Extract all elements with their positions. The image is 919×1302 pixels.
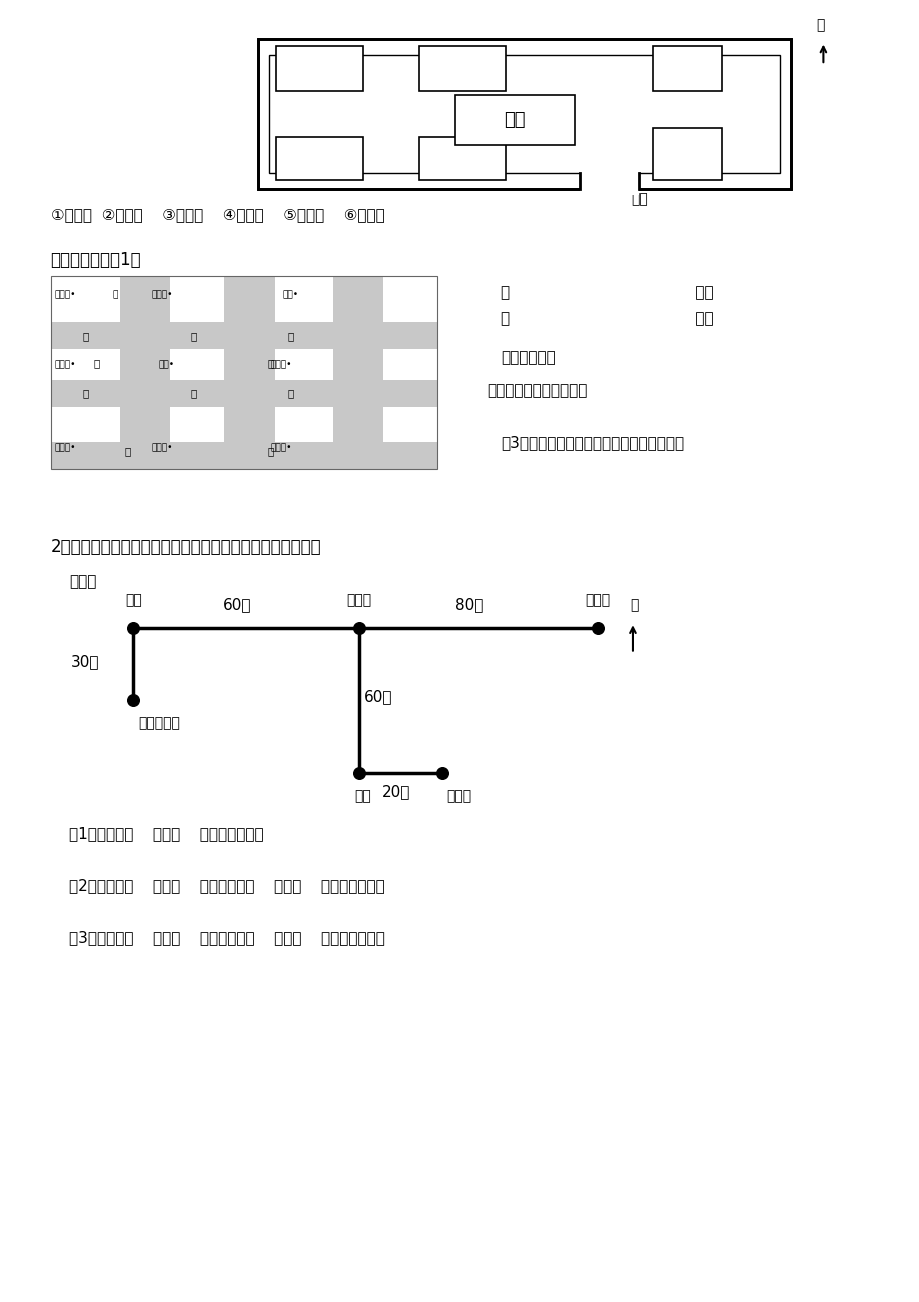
Text: 京: 京: [190, 388, 197, 398]
Bar: [51, 276, 437, 469]
Text: 超市•: 超市•: [159, 361, 175, 370]
Text: （3）皮皮向（    ）走（    ）米，再向（    ）走（    ）米到电影院。: （3）皮皮向（ ）走（ ）米，再向（ ）走（ ）米到电影院。: [69, 930, 384, 945]
Text: 平: 平: [190, 331, 197, 341]
Text: 小吃店•: 小吃店•: [270, 361, 292, 370]
Text: 60米: 60米: [223, 596, 251, 612]
Bar: [51, 380, 437, 408]
Bar: [276, 46, 363, 91]
Text: （                                      ）。: （ ）。: [501, 311, 713, 327]
Text: 小川家•: 小川家•: [54, 361, 76, 370]
Text: 花: 花: [112, 290, 118, 299]
Text: 80米: 80米: [455, 596, 482, 612]
Text: 邮局: 邮局: [125, 592, 142, 607]
Point: [351, 763, 366, 784]
Point: [590, 617, 605, 638]
Bar: [418, 137, 505, 180]
Text: 奇奇家: 奇奇家: [584, 592, 610, 607]
Text: 图标：: 图标：: [69, 574, 96, 590]
Point: [351, 617, 366, 638]
Text: 邮局•: 邮局•: [282, 290, 299, 299]
Text: 书店: 书店: [354, 789, 370, 803]
Point: [126, 690, 141, 711]
Text: 展厅: 展厅: [504, 111, 526, 129]
Bar: [418, 46, 505, 91]
Text: 小林家•: 小林家•: [151, 290, 173, 299]
Text: （3）请你说一说小川去邮局，可以怎么走？: （3）请你说一说小川去邮局，可以怎么走？: [501, 435, 684, 450]
Bar: [455, 95, 574, 145]
Bar: [51, 441, 437, 469]
Bar: [652, 128, 721, 180]
Text: 30米: 30米: [71, 654, 99, 669]
Text: 2、三个小朋友都从家出发去看电影，请你根据下图填一填。: 2、三个小朋友都从家出发去看电影，请你根据下图填一填。: [51, 538, 321, 556]
Bar: [257, 39, 790, 189]
Text: （1）奇奇向（    ）走（    ）米到电影院。: （1）奇奇向（ ）走（ ）米到电影院。: [69, 825, 264, 841]
Bar: [652, 46, 721, 91]
Bar: [224, 276, 275, 469]
Text: 格格家: 格格家: [446, 789, 471, 803]
Text: 图: 图: [94, 358, 100, 367]
Bar: [257, 39, 790, 189]
Text: 北: 北: [815, 18, 824, 33]
Text: 街: 街: [267, 447, 274, 457]
Text: 电视台•: 电视台•: [54, 290, 76, 299]
Text: 北: 北: [82, 388, 88, 398]
Text: 大门: 大门: [630, 193, 647, 207]
Text: 60米: 60米: [363, 689, 391, 704]
Bar: [579, 172, 639, 195]
Bar: [51, 323, 437, 349]
Bar: [333, 276, 382, 469]
Point: [126, 617, 141, 638]
Text: 图：皮皮家: 图：皮皮家: [138, 716, 180, 730]
Text: ），小吃店在: ），小吃店在: [501, 350, 556, 366]
Bar: [51, 276, 437, 469]
Text: 图书馆•: 图书馆•: [151, 443, 173, 452]
Text: 三、解决问题：1、: 三、解决问题：1、: [51, 251, 142, 270]
Text: 北: 北: [630, 598, 638, 612]
Text: 电影院: 电影院: [346, 592, 371, 607]
Text: （                                      ）、: （ ）、: [501, 285, 713, 301]
Text: ）面，小川家在小林家的: ）面，小川家在小林家的: [487, 383, 587, 398]
Bar: [276, 137, 363, 180]
Text: ①环保屋  ②电脑屋    ③天文馆    ④航模馆    ⑤气象馆    ⑥生物馆: ①环保屋 ②电脑屋 ③天文馆 ④航模馆 ⑤气象馆 ⑥生物馆: [51, 207, 384, 223]
Text: 新: 新: [267, 358, 274, 367]
Text: 和: 和: [82, 331, 88, 341]
Text: 路: 路: [287, 331, 293, 341]
Text: 街: 街: [125, 447, 130, 457]
Text: 20米: 20米: [381, 784, 409, 799]
Point: [434, 763, 448, 784]
Bar: [268, 55, 779, 173]
Bar: [120, 276, 170, 469]
Text: （2）格格向（    ）走（    ）米，再向（    ）走（    ）米到电影院。: （2）格格向（ ）走（ ）米，再向（ ）走（ ）米到电影院。: [69, 878, 384, 893]
Text: 电影院•: 电影院•: [54, 443, 76, 452]
Text: 音像店•: 音像店•: [270, 443, 292, 452]
Text: 路: 路: [287, 388, 293, 398]
